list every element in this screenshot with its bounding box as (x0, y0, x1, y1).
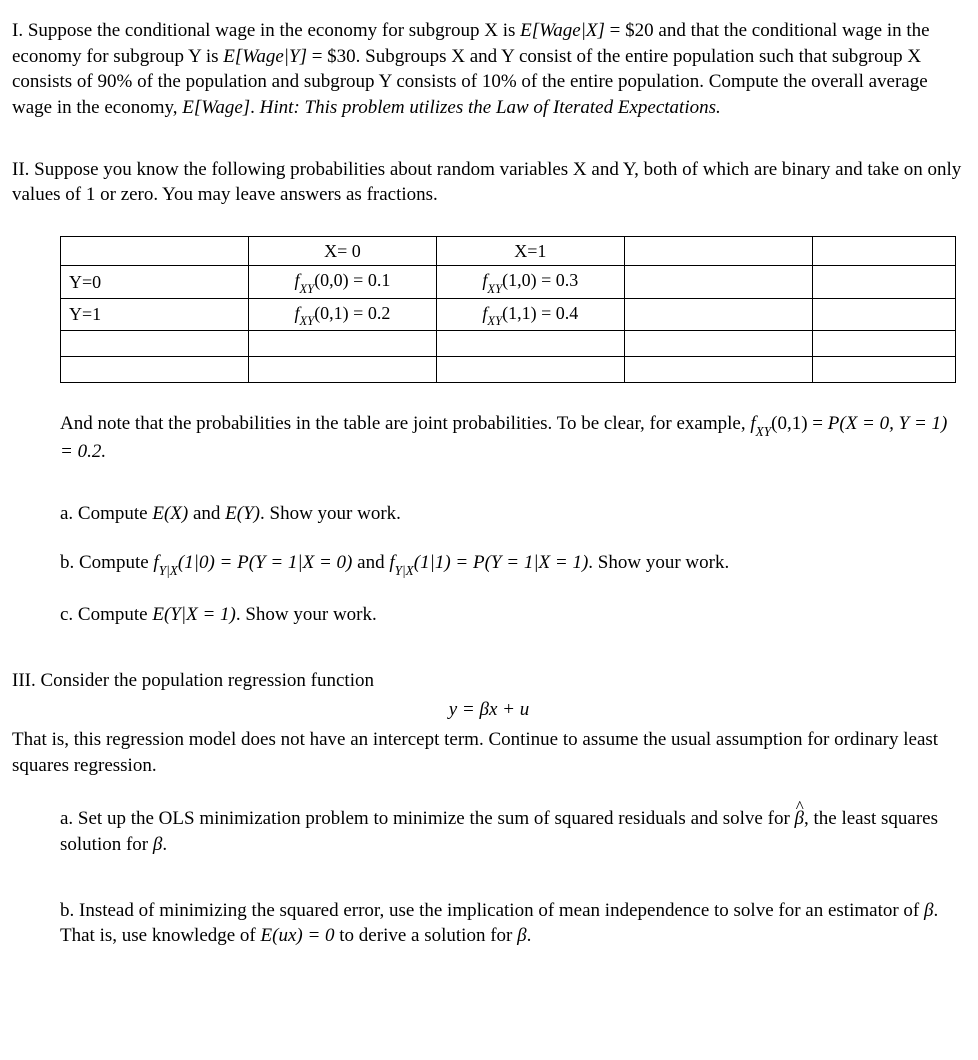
p2c-expr: E(Y|X = 1) (152, 604, 235, 625)
p1-text-d: . (250, 97, 260, 118)
cell-val: (0,1) = 0.2 (314, 303, 390, 323)
problem-1: I. Suppose the conditional wage in the e… (12, 18, 966, 121)
p1-hint: Hint: This problem utilizes the Law of I… (260, 97, 721, 118)
p3b-a: b. Instead of minimizing the squared err… (60, 900, 924, 921)
problem-2-intro: II. Suppose you know the following proba… (12, 157, 966, 208)
table-empty (61, 236, 249, 265)
p3a-betahat: β (795, 806, 804, 832)
p3a-a: a. Set up the OLS minimization problem t… (60, 808, 795, 829)
p2b-sub1: Y|X (159, 563, 178, 578)
table-empty (624, 357, 812, 383)
table-empty (248, 357, 436, 383)
note-b: (0,1) = (771, 413, 828, 434)
p2b-sub2: Y|X (395, 563, 414, 578)
table-empty (624, 331, 812, 357)
p2b-mid: and (352, 552, 389, 573)
p1-expr-wage: E[Wage] (182, 97, 250, 118)
problem-3b: b. Instead of minimizing the squared err… (60, 898, 956, 949)
p2b-f2: f (389, 552, 394, 573)
p2c-end: . Show your work. (236, 604, 377, 625)
p3b-c: to derive a solution for (335, 925, 518, 946)
eq-text: y = βx + u (449, 699, 529, 720)
table-empty (61, 331, 249, 357)
p2a-a: a. Compute (60, 503, 152, 524)
p2a-end: . Show your work. (260, 503, 401, 524)
p3a-beta: β (153, 834, 162, 855)
table-row-y0-label: Y=0 (61, 266, 249, 299)
p2b-a: b. Compute (60, 552, 153, 573)
p2a-mid: and (188, 503, 225, 524)
cell-val: (1,0) = 0.3 (502, 270, 578, 290)
table-empty (812, 357, 955, 383)
p1-expr-wage-y: E[Wage|Y] (223, 46, 307, 67)
table-empty (624, 266, 812, 299)
table-empty (812, 331, 955, 357)
table-cell-10: fXY(1,0) = 0.3 (436, 266, 624, 299)
table-empty (812, 266, 955, 299)
p2a-ey: E(Y) (225, 503, 260, 524)
p3b-beta2: β (517, 925, 526, 946)
problem-3-equation: y = βx + u (12, 697, 966, 723)
p2a-ex: E(X) (152, 503, 188, 524)
p2b-f1: f (153, 552, 158, 573)
p2b-end: . Show your work. (588, 552, 729, 573)
table-cell-01: fXY(0,1) = 0.2 (248, 298, 436, 331)
problem-3-intro-b: That is, this regression model does not … (12, 727, 966, 778)
table-cell-11: fXY(1,1) = 0.4 (436, 298, 624, 331)
table-empty (436, 331, 624, 357)
p2b-expr1: (1|0) = P(Y = 1|X = 0) (178, 552, 353, 573)
probability-table: X= 0 X=1 Y=0 fXY(0,0) = 0.1 fXY(1,0) = 0… (60, 236, 956, 383)
table-header-x1: X=1 (436, 236, 624, 265)
table-header-x0: X= 0 (248, 236, 436, 265)
table-empty (436, 357, 624, 383)
problem-3-intro-a: III. Consider the population regression … (12, 668, 966, 694)
p3a-c: . (162, 834, 167, 855)
cell-val: (0,0) = 0.1 (314, 270, 390, 290)
problem-2c: c. Compute E(Y|X = 1). Show your work. (60, 602, 956, 628)
f-sub: XY (299, 314, 314, 328)
table-empty (624, 236, 812, 265)
note-f: f (750, 413, 755, 434)
table-empty (812, 236, 955, 265)
table-empty (812, 298, 955, 331)
note-a: And note that the probabilities in the t… (60, 413, 750, 434)
problem-3a: a. Set up the OLS minimization problem t… (60, 806, 956, 857)
problem-2-note: And note that the probabilities in the t… (60, 411, 956, 464)
p1-text-a: I. Suppose the conditional wage in the e… (12, 20, 520, 41)
p2c-a: c. Compute (60, 604, 152, 625)
table-empty (248, 331, 436, 357)
f-sub: XY (299, 282, 314, 296)
probability-table-container: X= 0 X=1 Y=0 fXY(0,0) = 0.1 fXY(1,0) = 0… (60, 236, 956, 383)
table-empty (624, 298, 812, 331)
p3b-expr: E(ux) = 0 (261, 925, 335, 946)
table-cell-00: fXY(0,0) = 0.1 (248, 266, 436, 299)
p3b-d: . (527, 925, 532, 946)
problem-2a: a. Compute E(X) and E(Y). Show your work… (60, 501, 956, 527)
problem-2b: b. Compute fY|X(1|0) = P(Y = 1|X = 0) an… (60, 550, 956, 578)
table-row-y1-label: Y=1 (61, 298, 249, 331)
cell-val: (1,1) = 0.4 (502, 303, 578, 323)
table-empty (61, 357, 249, 383)
p1-expr-wage-x: E[Wage|X] (520, 20, 605, 41)
p2b-expr2: (1|1) = P(Y = 1|X = 1) (414, 552, 589, 573)
note-fsub: XY (756, 424, 772, 439)
f-sub: XY (487, 314, 502, 328)
f-sub: XY (487, 282, 502, 296)
